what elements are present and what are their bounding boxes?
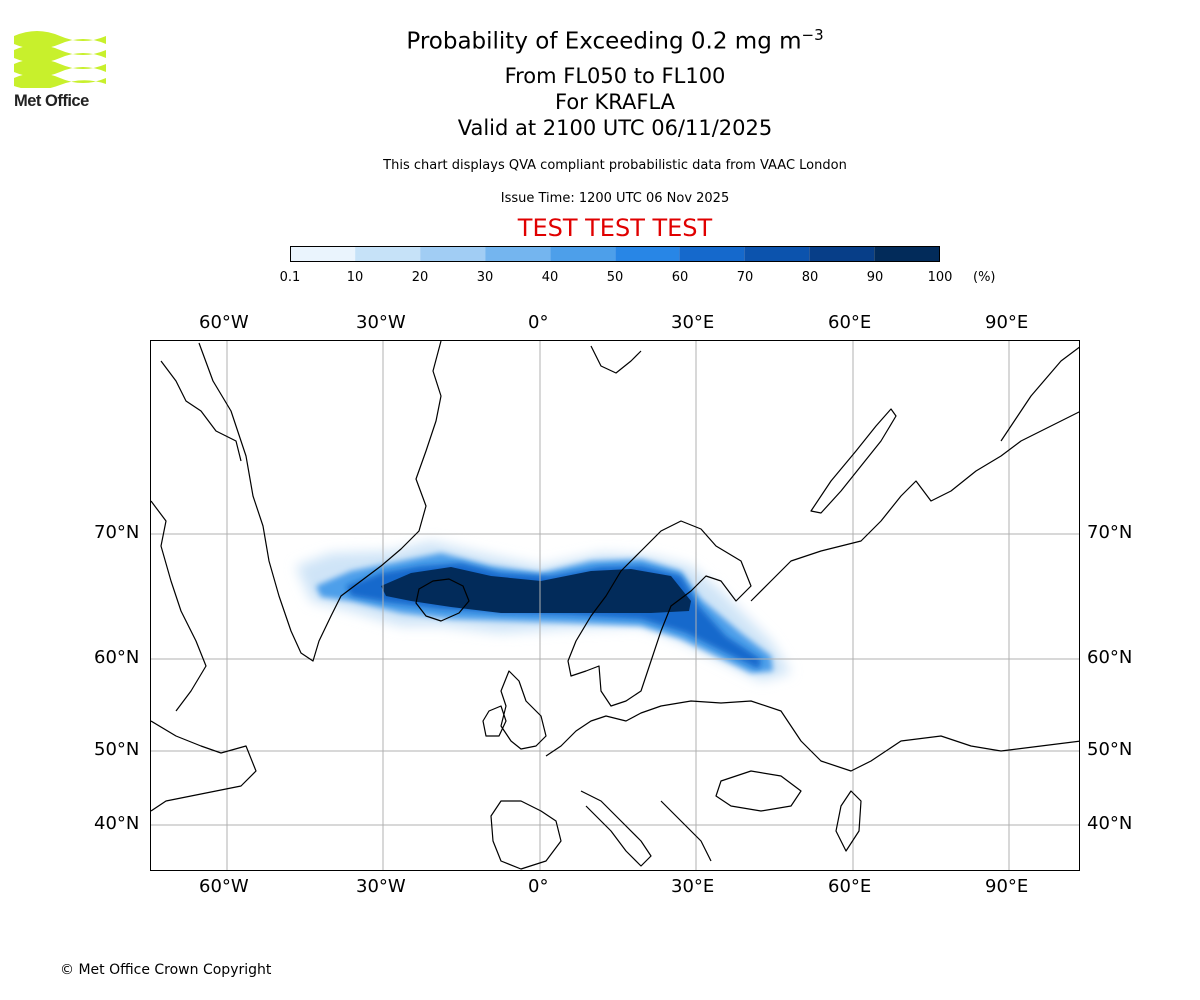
- lat-label-left: 70°N: [94, 522, 140, 543]
- title-text: Probability of Exceeding 0.2 mg m: [406, 28, 802, 55]
- coast-scandinavia: [567, 520, 752, 707]
- coast-caspian: [835, 790, 862, 852]
- coast-taymyr: [1000, 346, 1079, 442]
- flight-level-range: From FL050 to FL100: [504, 64, 726, 88]
- lat-label-right: 70°N: [1087, 522, 1133, 543]
- ash-plume: [296, 541, 791, 681]
- colorbar-unit: (%): [973, 270, 996, 285]
- test-banner: TEST TEST TEST: [517, 214, 713, 242]
- coast-ireland: [482, 705, 507, 737]
- colorbar-tick-label: 100: [927, 270, 953, 285]
- coast-britain: [500, 670, 547, 750]
- colorbar-tick-label: 90: [866, 270, 884, 285]
- lon-label-bottom: 30°E: [671, 876, 715, 897]
- plume-very-high-probability: [381, 567, 691, 613]
- colorbar-swatch: [679, 247, 745, 261]
- lat-label-right: 60°N: [1087, 647, 1133, 668]
- lon-label-bottom: 60°E: [828, 876, 872, 897]
- chart-description: This chart displays QVA compliant probab…: [383, 158, 847, 173]
- coast-baffin: [151, 500, 207, 712]
- lon-label-top: 90°E: [985, 312, 1029, 333]
- coast-greenland: [198, 341, 442, 662]
- coast-black-sea: [715, 770, 802, 812]
- map-svg[interactable]: [151, 341, 1080, 871]
- colorbar-swatch: [484, 247, 550, 261]
- colorbar-swatch: [354, 247, 420, 261]
- met-office-waves-icon: [14, 31, 106, 90]
- volcano-name: For KRAFLA: [555, 90, 675, 114]
- lon-label-bottom: 60°W: [199, 876, 249, 897]
- coastlines: [151, 341, 1079, 870]
- colorbar-tick-label: 40: [541, 270, 559, 285]
- lat-label-left: 40°N: [94, 813, 140, 834]
- probability-colorbar: [290, 246, 940, 262]
- coast-labrador: [151, 720, 257, 812]
- lon-label-bottom: 0°: [528, 876, 549, 897]
- colorbar-tick-label: 0.1: [279, 270, 301, 285]
- colorbar-swatch: [291, 247, 355, 261]
- colorbar-tick-label: 30: [476, 270, 494, 285]
- lon-label-top: 30°E: [671, 312, 715, 333]
- colorbar-swatch: [809, 247, 875, 261]
- colorbar-tick-label: 60: [671, 270, 689, 285]
- title-superscript: −3: [801, 26, 824, 44]
- lon-label-top: 60°W: [199, 312, 249, 333]
- met-office-logo: Met Office: [14, 30, 110, 110]
- coast-novaya-zemlya: [810, 408, 897, 514]
- lon-label-top: 0°: [528, 312, 549, 333]
- lon-label-top: 60°E: [828, 312, 872, 333]
- colorbar-swatch: [744, 247, 810, 261]
- coast-europe: [545, 700, 1079, 772]
- map-panel[interactable]: [150, 340, 1080, 871]
- coast-italy-balkans: [580, 790, 712, 867]
- chart-title: Probability of Exceeding 0.2 mg m−3: [0, 26, 1200, 55]
- lat-label-right: 40°N: [1087, 813, 1133, 834]
- lat-label-right: 50°N: [1087, 739, 1133, 760]
- logo-text: Met Office: [14, 92, 89, 110]
- lat-label-left: 50°N: [94, 739, 140, 760]
- colorbar-swatch: [614, 247, 680, 261]
- coast-iceland: [415, 578, 470, 622]
- coast-russian-arctic: [750, 411, 1079, 602]
- colorbar-tick-label: 10: [346, 270, 364, 285]
- issue-time: Issue Time: 1200 UTC 06 Nov 2025: [500, 191, 730, 206]
- lon-label-top: 30°W: [356, 312, 406, 333]
- colorbar-tick-label: 50: [606, 270, 624, 285]
- colorbar-swatch: [419, 247, 485, 261]
- lat-label-left: 60°N: [94, 647, 140, 668]
- coast-svalbard: [590, 345, 642, 374]
- colorbar-tick-label: 80: [801, 270, 819, 285]
- valid-time: Valid at 2100 UTC 06/11/2025: [457, 116, 773, 140]
- coast-iberia: [490, 800, 562, 870]
- copyright: © Met Office Crown Copyright: [60, 962, 272, 978]
- colorbar-swatch: [549, 247, 615, 261]
- lon-label-bottom: 30°W: [356, 876, 406, 897]
- coast-arctic-islands: [160, 360, 242, 462]
- colorbar-swatch: [874, 247, 940, 261]
- graticule: [151, 341, 1079, 870]
- lon-label-bottom: 90°E: [985, 876, 1029, 897]
- colorbar-tick-label: 20: [411, 270, 429, 285]
- colorbar-tick-label: 70: [736, 270, 754, 285]
